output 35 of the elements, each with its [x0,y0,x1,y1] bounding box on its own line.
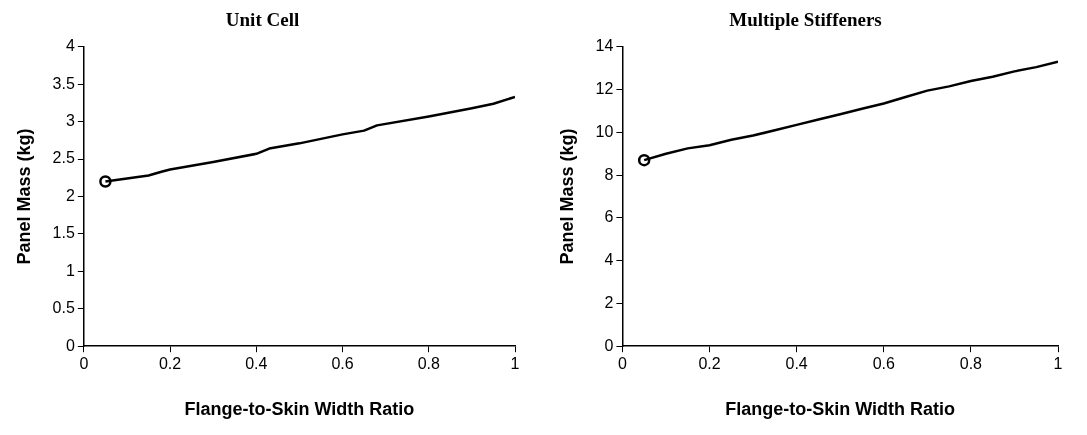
y-tick-label: 10 [595,122,614,140]
y-tick-label: 2 [65,186,75,204]
y-tick-label: 8 [604,165,614,183]
x-tick-label: 0.2 [698,355,721,373]
x-tick-label: 0.6 [331,355,354,373]
y-tick-label: 14 [595,37,614,55]
x-axis-title: Flange-to-Skin Width Ratio [725,399,956,420]
y-tick-label: 4 [65,37,75,55]
y-tick-label: 6 [604,208,614,226]
y-tick-label: 1.5 [52,224,75,242]
y-axis-title: Panel Mass (kg) [556,128,577,265]
y-tick-label: 12 [595,79,614,97]
x-tick-label: 0 [79,355,89,373]
chart-title: Multiple Stiffeners [729,9,882,31]
y-axis-title: Panel Mass (kg) [13,128,34,265]
y-tick-label: 2.5 [52,149,75,167]
y-tick-label: 3.5 [52,74,75,92]
chart-title: Unit Cell [225,9,300,31]
x-tick-label: 1 [510,355,520,373]
x-tick-label: 0.4 [245,355,268,373]
x-tick-label: 0.4 [785,355,808,373]
x-axis-title: Flange-to-Skin Width Ratio [184,399,415,420]
y-tick-label: 0 [65,336,75,354]
x-tick-label: 0.6 [872,355,895,373]
y-tick-label: 3 [65,112,75,130]
x-tick-label: 0.8 [959,355,983,373]
x-tick-label: 0.8 [417,355,440,373]
y-tick-label: 0.5 [52,299,75,317]
x-tick-label: 0 [617,355,627,373]
y-tick-label: 4 [604,251,614,269]
y-tick-label: 2 [604,293,614,311]
y-tick-label: 1 [65,261,75,279]
x-tick-label: 1 [1053,355,1063,373]
x-tick-label: 0.2 [158,355,182,373]
y-tick-label: 0 [604,336,614,354]
